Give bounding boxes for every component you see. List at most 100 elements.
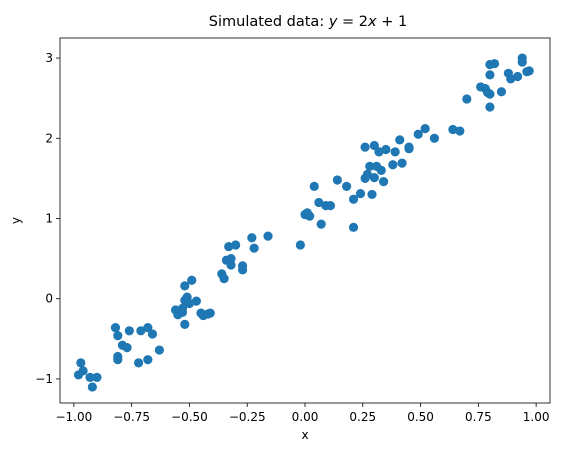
x-tick-label: 0.50 [407, 410, 434, 424]
data-point [219, 274, 229, 284]
data-point [133, 358, 144, 368]
x-axis-ticks: −1.00 −0.75 −0.50 −0.25 0.00 0.25 0.50 0.75 1.00 [55, 403, 549, 424]
data-point [143, 322, 153, 333]
data-point [237, 261, 248, 271]
data-points [73, 53, 534, 392]
data-point [309, 181, 319, 192]
chart-title-x: x [367, 14, 377, 30]
data-point [325, 201, 336, 211]
data-point [305, 211, 315, 221]
y-tick-label: 1 [45, 211, 53, 225]
data-point [76, 358, 86, 368]
data-point [224, 241, 234, 252]
data-point [485, 70, 495, 80]
data-point [429, 133, 440, 143]
data-point [316, 219, 326, 229]
chart-title-eq: = 2 [337, 14, 368, 30]
chart-title-suffix: + 1 [377, 14, 408, 30]
data-point [404, 142, 414, 152]
y-tick-label: 0 [45, 292, 53, 306]
y-tick-label: −1 [35, 372, 53, 386]
data-point [226, 254, 236, 264]
data-point [78, 366, 88, 376]
data-point [369, 172, 379, 183]
data-point [92, 372, 102, 382]
data-point [226, 260, 236, 270]
x-axis-label: x [301, 428, 308, 442]
data-point [180, 319, 190, 329]
chart-title-prefix: Simulated data: [209, 14, 329, 30]
data-point [295, 240, 305, 250]
data-point [147, 329, 158, 339]
data-point [395, 135, 405, 145]
x-tick-label: 0.00 [292, 410, 319, 424]
data-point [397, 158, 407, 168]
data-point [369, 140, 379, 151]
data-point [332, 175, 342, 185]
x-tick-label: 0.75 [465, 410, 492, 424]
x-tick-label: −0.50 [171, 410, 208, 424]
data-point [263, 231, 273, 241]
chart-title-y: y [328, 14, 338, 30]
data-point [342, 181, 352, 192]
y-tick-label: 3 [45, 51, 53, 65]
data-point [249, 243, 259, 253]
data-point [496, 87, 507, 97]
x-tick-label: −1.00 [55, 410, 92, 424]
data-point [420, 124, 430, 134]
data-point [388, 160, 398, 170]
y-axis-label: y [9, 217, 23, 224]
data-point [87, 382, 97, 392]
x-tick-label: 0.25 [349, 410, 376, 424]
data-point [378, 176, 389, 187]
data-point [485, 102, 495, 112]
data-point [390, 147, 400, 157]
data-point [524, 66, 534, 76]
x-tick-label: −0.75 [113, 410, 150, 424]
data-point [122, 343, 132, 353]
data-point [448, 124, 458, 135]
data-point [184, 298, 195, 309]
data-point [489, 59, 500, 69]
data-point [381, 144, 391, 155]
data-point [177, 303, 188, 313]
data-point [154, 345, 164, 355]
data-point [367, 189, 377, 200]
data-point [143, 355, 153, 365]
data-point [362, 169, 373, 179]
data-point [348, 194, 359, 204]
data-point [191, 296, 201, 306]
data-point [314, 197, 324, 208]
data-point [355, 189, 366, 199]
plot-frame [59, 37, 551, 404]
data-point [413, 129, 423, 139]
y-axis-ticks: −1 0 1 2 3 [35, 51, 60, 386]
data-point [180, 281, 190, 291]
data-point [124, 326, 134, 336]
data-point [187, 275, 197, 285]
y-tick-label: 2 [45, 131, 53, 145]
data-point [455, 126, 465, 136]
data-point [231, 240, 241, 250]
data-point [113, 355, 123, 365]
data-point [113, 331, 123, 341]
data-point [462, 94, 472, 104]
data-point [485, 89, 495, 99]
chart-title: Simulated data: y = 2x + 1 [209, 14, 407, 30]
x-tick-label: −0.25 [229, 410, 266, 424]
data-point [506, 74, 516, 84]
data-point [205, 308, 215, 318]
data-point [136, 326, 146, 336]
data-point [517, 57, 527, 67]
data-point [110, 322, 121, 333]
data-point [247, 233, 257, 243]
data-point [513, 71, 523, 82]
data-point [376, 165, 386, 175]
data-point [360, 142, 370, 152]
data-point [348, 222, 359, 232]
data-point [374, 147, 384, 157]
x-tick-label: 1.00 [523, 410, 550, 424]
data-point [365, 161, 375, 171]
